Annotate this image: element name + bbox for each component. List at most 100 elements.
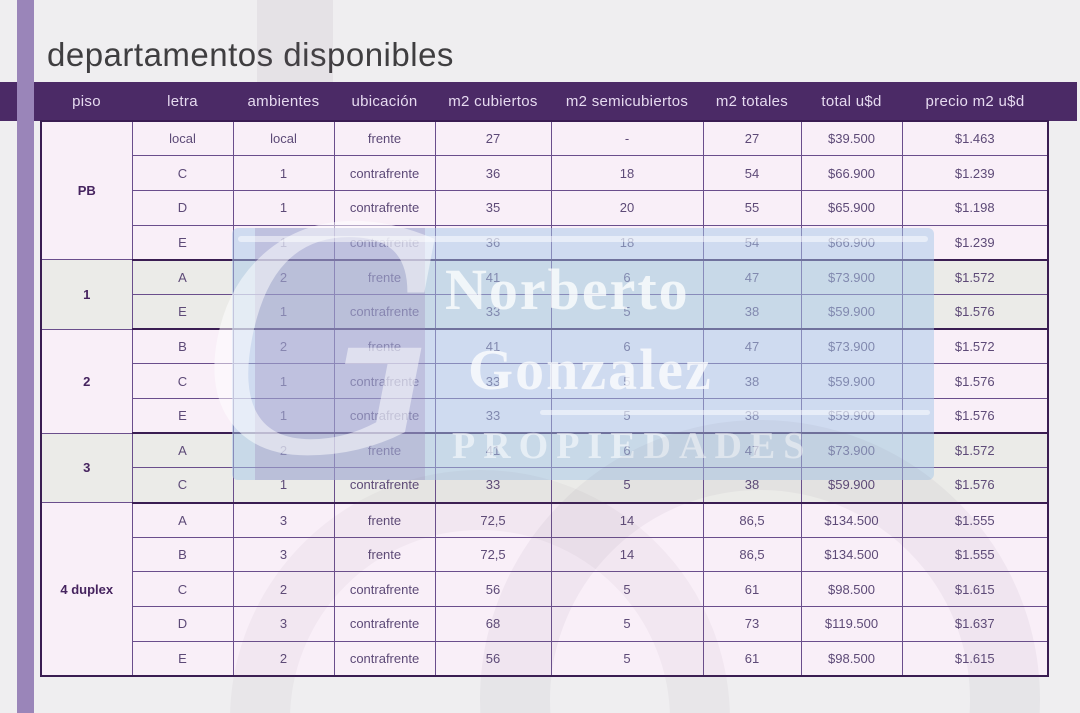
table-cell: local [232,120,335,157]
table-cell: 72,5 [434,502,552,538]
table-row: D 3 contrafrente 68 5 73 $119.500 $1.637 [41,606,1049,642]
table-cell: 61 [702,571,802,608]
table-cell: 33 [434,467,552,504]
table-row: E 1 contrafrente 36 18 54 $66.900 $1.239 [41,224,1049,261]
table-cell: $73.900 [800,328,903,365]
table-cell: frente [333,502,436,538]
table-cell: $1.572 [901,432,1049,469]
table-row: E 1 contrafrente 33 5 38 $59.900 $1.576 [41,293,1049,331]
table-cell: 20 [550,189,704,226]
table-row: 1 A 2 frente 41 6 47 $73.900 $1.572 [40,259,1049,330]
table-cell: 68 [434,606,552,642]
table-cell: $1.576 [901,293,1049,331]
table-cell: $73.900 [800,259,903,295]
table-cell: $1.555 [901,502,1049,538]
table-cell: $98.500 [800,571,903,608]
table-cell: contrafrente [333,467,436,504]
piso-group-label: 3 [40,432,133,504]
column-header: m2 semicubiertos [565,92,689,110]
table-cell: 2 [232,432,335,469]
table-cell: $1.239 [901,155,1049,191]
column-header: letra [167,92,198,110]
page-title: departamentos disponibles [47,36,454,73]
table-cell: 38 [702,398,802,435]
table-cell: 47 [702,432,802,469]
table-cell: E [131,224,234,261]
table-cell: 5 [550,293,704,331]
table-row: C 1 contrafrente 36 18 54 $66.900 $1.239 [41,155,1049,191]
table-cell: 41 [434,328,552,365]
table-cell: 2 [232,259,335,295]
table-cell: 61 [702,640,802,677]
table-cell: 5 [550,363,704,399]
table-cell: $59.900 [800,398,903,435]
table-cell: $1.572 [901,259,1049,295]
piso-group-label: 2 [40,328,133,434]
table-cell: $66.900 [800,224,903,261]
left-accent-stripe [17,0,34,713]
table-row: E 2 contrafrente 56 5 61 $98.500 $1.615 [41,640,1049,677]
table-cell: 86,5 [702,502,802,538]
table-cell: local [131,120,234,157]
table-cell: 14 [550,502,704,538]
table-cell: 1 [232,467,335,504]
table-cell: 1 [232,224,335,261]
column-header: ambientes [247,92,320,110]
table-cell: B [131,536,234,573]
table-cell: $134.500 [800,502,903,538]
table-cell: contrafrente [333,189,436,226]
column-header: ubicación [351,92,418,110]
table-cell: C [131,363,234,399]
table-cell: 2 [232,640,335,677]
table-cell: 54 [702,224,802,261]
table-cell: 38 [702,293,802,331]
table-cell: $1.615 [901,640,1049,677]
table-row: C 1 contrafrente 33 5 38 $59.900 $1.576 [41,363,1049,399]
table-cell: $1.198 [901,189,1049,226]
column-header: total u$d [821,92,882,110]
table-cell: frente [333,259,436,295]
table-cell: $1.463 [901,120,1049,157]
table-cell: $73.900 [800,432,903,469]
table-cell: $1.239 [901,224,1049,261]
table-cell: 33 [434,293,552,331]
table-cell: $98.500 [800,640,903,677]
table-cell: D [131,606,234,642]
table-cell: A [131,432,234,469]
piso-group-label: 1 [40,259,133,330]
piso-group-label: PB [40,120,133,261]
table-cell: 33 [434,363,552,399]
table-row: C 2 contrafrente 56 5 61 $98.500 $1.615 [41,571,1049,608]
table-cell: contrafrente [333,293,436,331]
table-cell: 1 [232,189,335,226]
table-cell: $66.900 [800,155,903,191]
table-cell: A [131,502,234,538]
table-cell: 5 [550,398,704,435]
table-cell: $1.615 [901,571,1049,608]
table-cell: 86,5 [702,536,802,573]
table-cell: 73 [702,606,802,642]
table-row: 2 B 2 frente 41 6 47 $73.900 $1.572 [40,328,1049,434]
piso-group-label: 4 duplex [40,502,133,677]
table-cell: 36 [434,224,552,261]
table-cell: 3 [232,502,335,538]
table-cell: 56 [434,640,552,677]
table-cell: 1 [232,398,335,435]
table-cell: 27 [702,120,802,157]
table-cell: $1.572 [901,328,1049,365]
table-cell: frente [333,432,436,469]
table-row: 4 duplex A 3 frente 72,5 14 86,5 $134.500 $1.555 [40,502,1049,677]
table-cell: $1.576 [901,398,1049,435]
table-cell: 3 [232,606,335,642]
table-cell: 38 [702,467,802,504]
table-cell: 27 [434,120,552,157]
table-row: 3 A 2 frente 41 6 47 $73.900 $1.572 [40,432,1049,504]
table-cell: 2 [232,571,335,608]
table-cell: 14 [550,536,704,573]
table-cell: E [131,640,234,677]
table-cell: 6 [550,328,704,365]
table-row: E 1 contrafrente 33 5 38 $59.900 $1.576 [41,398,1049,435]
table-cell: contrafrente [333,224,436,261]
table-cell: B [131,328,234,365]
table-cell: 47 [702,328,802,365]
